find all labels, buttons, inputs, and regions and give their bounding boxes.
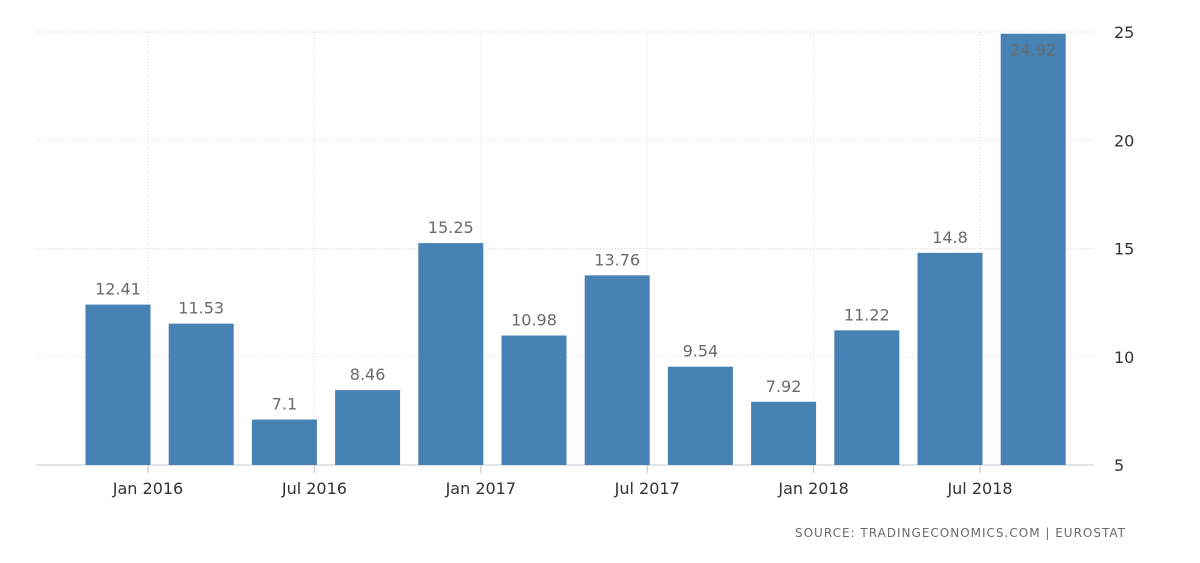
bar	[168, 323, 234, 465]
bar	[834, 330, 900, 465]
x-tick-label: Jan 2018	[777, 479, 848, 498]
x-tick-label: Jan 2016	[112, 479, 183, 498]
bar	[1000, 33, 1066, 466]
source-text: SOURCE: TRADINGECONOMICS.COM | EUROSTAT	[794, 526, 1126, 540]
value-label-layer: 12.41 11.53 7.1 8.46 15.25 10.98 13.76 9.54 7.92…	[95, 41, 1056, 414]
y-tick-label: 10	[1114, 348, 1134, 367]
data-label: 24.92	[1010, 41, 1056, 60]
x-axis: Jan 2016 Jul 2016 Jan 2017 Jul 2017 Jan 2018…	[112, 465, 1013, 498]
bar	[751, 401, 817, 465]
data-label: 8.46	[350, 365, 386, 384]
bar-layer	[85, 33, 1066, 466]
bar	[667, 366, 733, 465]
data-label: 9.54	[683, 342, 719, 361]
bar	[501, 335, 567, 465]
y-tick-label: 15	[1114, 240, 1134, 259]
bar	[85, 304, 151, 465]
x-tick-label: Jul 2018	[946, 479, 1012, 498]
bar	[418, 243, 484, 465]
data-label: 15.25	[428, 218, 474, 237]
x-tick-label: Jan 2017	[445, 479, 516, 498]
data-label: 11.22	[844, 305, 890, 324]
data-label: 11.53	[178, 299, 224, 318]
data-label: 12.41	[95, 280, 141, 299]
bar	[584, 275, 650, 465]
y-tick-label: 20	[1114, 131, 1134, 150]
x-tick-label: Jul 2017	[614, 479, 680, 498]
data-label: 7.92	[766, 377, 802, 396]
data-label: 7.1	[272, 395, 297, 414]
bar	[917, 252, 983, 465]
x-tick-label: Jul 2016	[281, 479, 347, 498]
y-tick-label: 5	[1114, 456, 1124, 475]
bar	[335, 390, 401, 465]
data-label: 10.98	[511, 311, 557, 330]
y-tick-label: 25	[1114, 23, 1134, 42]
data-label: 13.76	[594, 250, 640, 269]
y-axis: 5 10 15 20 25	[1114, 23, 1134, 475]
bar	[251, 419, 317, 465]
data-label: 14.8	[932, 228, 968, 247]
